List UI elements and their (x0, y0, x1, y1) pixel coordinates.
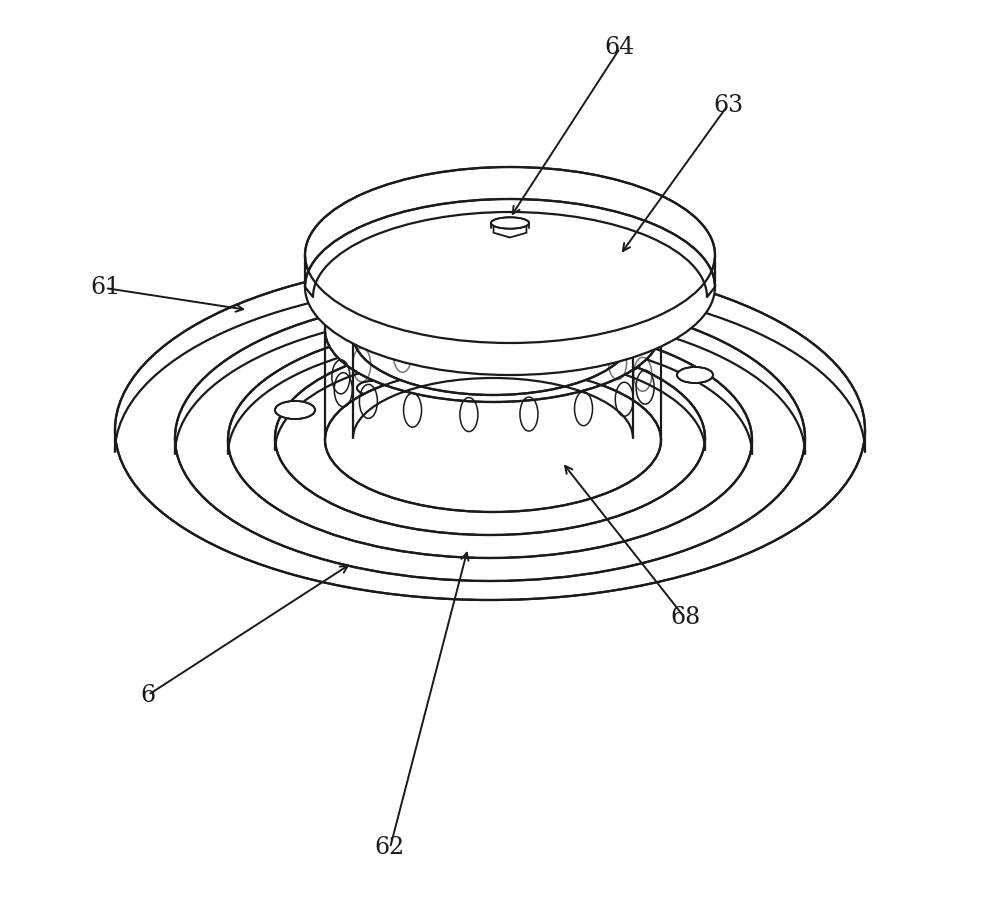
Ellipse shape (115, 260, 865, 600)
Text: 63: 63 (713, 94, 743, 117)
Polygon shape (494, 219, 526, 237)
Text: 61: 61 (90, 277, 120, 300)
Text: 62: 62 (375, 836, 405, 859)
Ellipse shape (325, 258, 661, 402)
Ellipse shape (228, 322, 752, 558)
Ellipse shape (587, 403, 623, 421)
Ellipse shape (441, 318, 545, 362)
Ellipse shape (357, 381, 387, 395)
Ellipse shape (353, 275, 633, 395)
Ellipse shape (275, 401, 315, 419)
Text: 64: 64 (605, 37, 635, 60)
Ellipse shape (610, 357, 640, 371)
Ellipse shape (275, 341, 705, 535)
Ellipse shape (491, 217, 529, 229)
Ellipse shape (325, 368, 661, 512)
Text: 6: 6 (140, 684, 156, 707)
Ellipse shape (305, 167, 715, 343)
Ellipse shape (420, 439, 456, 457)
Ellipse shape (677, 367, 713, 383)
Ellipse shape (175, 295, 805, 581)
Text: 68: 68 (670, 607, 700, 630)
Ellipse shape (305, 199, 715, 375)
